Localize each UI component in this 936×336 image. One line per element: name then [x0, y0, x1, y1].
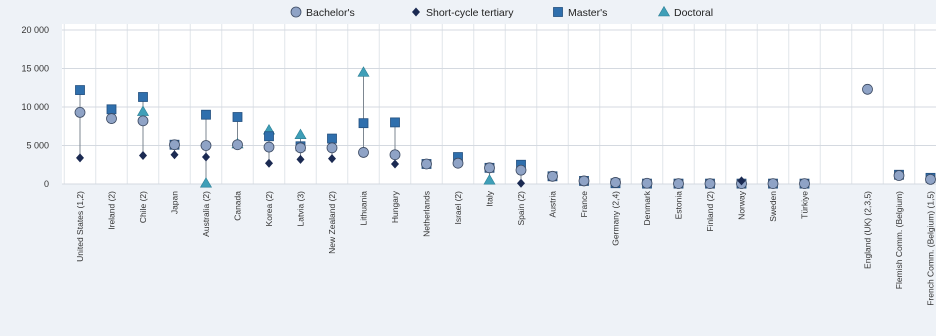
doctoral-point — [483, 174, 496, 185]
x-category-label: France — [579, 191, 589, 218]
short-cycle-tertiary-point — [737, 176, 746, 186]
x-category-label: United States (1,2) — [75, 191, 85, 262]
master-s-point — [358, 118, 369, 129]
bachelor-s-point — [232, 139, 243, 151]
bachelor-s-point — [799, 178, 810, 190]
legend-item: Doctoral — [657, 5, 713, 19]
x-category-label: Estonia — [674, 191, 684, 220]
legend-label: Doctoral — [674, 7, 713, 19]
x-category-label: Lithuania — [359, 191, 369, 226]
x-category-label: England (UK) (2,3,5) — [863, 191, 873, 269]
bachelor-s-point — [169, 139, 180, 151]
master-s-point — [264, 131, 274, 142]
bachelor-s-point — [704, 178, 716, 190]
doctoral-point — [199, 177, 213, 188]
x-category-label: Japan — [170, 191, 180, 214]
legend-item: Master's — [553, 7, 607, 19]
x-category-label: Türkiye — [800, 191, 810, 219]
bachelor-s-point — [578, 175, 590, 187]
bachelor-s-point — [200, 140, 212, 151]
master-s-point — [201, 109, 211, 120]
x-category-label: Finland (2) — [705, 191, 715, 232]
x-category-label: Germany (2,4) — [611, 191, 621, 246]
bachelor-s-point — [295, 142, 306, 154]
x-category-label: French Comm. (Belgium) (1,5) — [926, 191, 936, 306]
master-s-point — [232, 112, 243, 122]
y-tick-label: 20 000 — [21, 25, 49, 35]
bachelor-s-point — [452, 157, 464, 169]
bachelor-s-point — [421, 158, 432, 170]
bachelor-s-point — [925, 173, 936, 185]
legend-item: Bachelor's — [290, 6, 355, 19]
x-category-label: Sweden — [768, 191, 778, 222]
doctoral-point — [294, 128, 307, 140]
bachelor-s-point — [515, 164, 527, 176]
x-category-label: Spain (2) — [516, 191, 526, 226]
y-tick-label: 0 — [44, 179, 49, 189]
short-cycle-tertiary-point — [391, 159, 399, 169]
short-cycle-tertiary-point — [265, 158, 273, 168]
short-cycle-tertiary-point — [139, 151, 147, 161]
x-category-label: Ireland (2) — [107, 191, 117, 230]
x-category-label: Israel (2) — [453, 191, 463, 225]
doctoral-point — [357, 66, 370, 77]
legend-marker — [412, 7, 420, 17]
x-category-label: New Zealand (2) — [327, 191, 337, 254]
short-cycle-tertiary-point — [296, 154, 305, 164]
bachelor-s-point — [893, 170, 905, 181]
bachelor-s-point — [610, 177, 621, 188]
short-cycle-tertiary-point — [76, 153, 84, 163]
x-category-label: Hungary — [390, 190, 400, 223]
x-category-label: Korea (2) — [264, 191, 274, 227]
y-tick-label: 5 000 — [26, 141, 49, 151]
legend-marker — [657, 5, 671, 17]
x-category-label: Denmark — [642, 190, 652, 225]
x-category-label: Latvia (3) — [296, 191, 306, 227]
bachelor-s-point — [137, 115, 149, 127]
bachelor-s-point — [547, 170, 558, 182]
bachelor-s-point — [767, 178, 779, 190]
short-cycle-tertiary-point — [517, 178, 525, 188]
y-tick-label: 10 000 — [21, 102, 49, 112]
bachelor-s-point — [74, 106, 86, 118]
master-s-point — [327, 133, 337, 144]
y-tick-label: 15 000 — [21, 64, 49, 74]
x-category-label: Austria — [548, 191, 558, 218]
x-category-label: Norway — [737, 190, 747, 220]
x-category-label: Netherlands — [422, 191, 432, 237]
legend-label: Master's — [568, 7, 607, 19]
bachelor-s-point — [389, 149, 401, 161]
legend-item: Short-cycle tertiary — [412, 7, 514, 19]
bachelor-s-point — [484, 162, 495, 174]
bachelor-s-point — [263, 141, 275, 153]
x-category-label: Australia (2) — [201, 191, 211, 237]
master-s-point — [390, 117, 400, 128]
x-category-label: Italy — [485, 190, 495, 206]
bachelor-s-point — [641, 177, 653, 189]
legend-label: Short-cycle tertiary — [426, 7, 514, 19]
legend-marker — [290, 6, 302, 18]
x-category-label: Flemish Comm. (Belgium) — [894, 191, 904, 289]
bachelor-s-point — [673, 178, 684, 190]
short-cycle-tertiary-point — [328, 154, 336, 164]
master-s-point — [138, 92, 148, 102]
bachelor-s-point — [358, 147, 369, 158]
bachelor-s-point — [326, 142, 338, 154]
bachelor-s-point — [106, 113, 117, 124]
master-s-point — [75, 85, 85, 95]
short-cycle-tertiary-point — [202, 152, 210, 162]
legend-marker — [553, 7, 563, 17]
bachelor-s-point — [862, 83, 873, 95]
short-cycle-tertiary-point — [170, 150, 179, 160]
x-category-label: Canada — [233, 191, 243, 221]
x-category-label: Chile (2) — [138, 191, 148, 223]
legend-label: Bachelor's — [306, 7, 355, 19]
plot-area — [62, 24, 936, 184]
master-s-point — [106, 104, 117, 115]
